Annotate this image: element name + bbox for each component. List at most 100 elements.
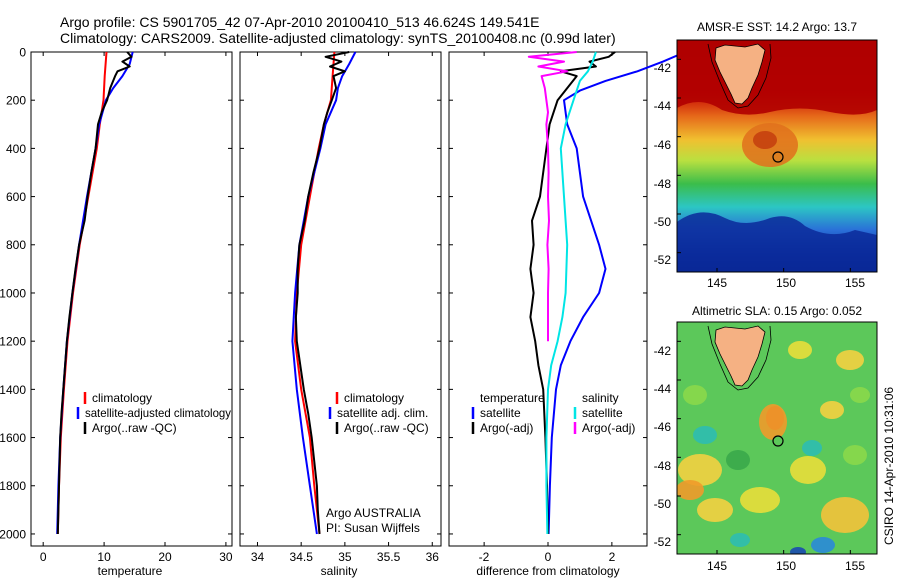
temperature-legend: climatology satellite-adjusted climatolo… — [76, 391, 231, 435]
sla-anomaly-blob — [802, 440, 822, 456]
y-tick-label: -42 — [654, 344, 672, 358]
y-tick-label: -52 — [654, 253, 672, 267]
series-line-temperature-argo-adj — [529, 51, 616, 535]
sla-anomaly-blob — [820, 401, 844, 419]
x-tick-label: 10 — [97, 550, 111, 564]
series-line-argo-raw-qc — [56, 51, 133, 535]
x-tick-label: 155 — [845, 276, 865, 290]
legend-label-satellite-adj: satellite adj. clim. — [337, 406, 428, 420]
temperature-plot — [31, 51, 232, 546]
sla-anomaly-blob — [759, 404, 787, 440]
difference-x-axis-label: difference from climatology — [476, 564, 619, 578]
salinity-axes-box — [239, 51, 442, 547]
y-tick-label: -48 — [654, 459, 672, 473]
x-tick-label: 155 — [845, 559, 865, 573]
sla-anomaly-blob — [740, 487, 780, 513]
figure-title-line-1: Argo profile: CS 5901705_42 07-Apr-2010 … — [60, 14, 540, 30]
difference-plot — [449, 51, 686, 546]
x-tick-label: 20 — [158, 550, 172, 564]
series-line-temperature-satellite — [547, 51, 686, 535]
sst-warm-core — [753, 131, 777, 149]
argo-program-annotation: Argo AUSTRALIA — [326, 506, 421, 520]
principal-investigator-annotation: PI: Susan Wijffels — [326, 521, 420, 535]
y-tick-label: 0 — [19, 45, 26, 59]
sst-profile-marker — [772, 151, 784, 163]
sst-map-ticks — [677, 58, 851, 272]
y-tick-label: 400 — [6, 142, 26, 156]
x-tick-label: 34 — [251, 550, 265, 564]
legend-label-temperature-satellite: satellite — [480, 406, 521, 420]
legend-label-temperature-argo: Argo(-adj) — [480, 421, 533, 435]
legend-label-salinity-argo: Argo(-adj) — [582, 421, 635, 435]
sla-anomaly-blob — [790, 547, 806, 554]
sla-anomaly-blob — [788, 341, 812, 359]
sla-tasmania-land — [714, 325, 766, 387]
sla-anomaly-blob — [730, 533, 750, 547]
figure-title-line-2: Climatology: CARS2009. Satellite-adjuste… — [60, 30, 616, 46]
x-tick-label: 145 — [707, 559, 727, 573]
salinity-plot — [240, 51, 441, 546]
temperature-panel: 0 10 20 30 0 200 400 600 800 1000 1200 1… — [0, 45, 233, 578]
y-tick-label: 600 — [6, 190, 26, 204]
sla-anomaly-blob — [811, 537, 835, 553]
salinity-x-axis-label: salinity — [321, 564, 358, 578]
y-tick-label: 1000 — [0, 286, 26, 300]
legend-label-argo: Argo(..raw -QC) — [344, 421, 429, 435]
y-tick-label: 1800 — [0, 479, 26, 493]
y-tick-label: -42 — [654, 61, 672, 75]
sla-y-tick-labels: -42 -44 -46 -48 -50 -52 — [654, 344, 672, 549]
y-tick-label: 1200 — [0, 335, 26, 349]
x-tick-label: 34.5 — [290, 550, 314, 564]
sla-anomaly-blobs — [677, 341, 870, 554]
x-tick-label: 35.5 — [377, 550, 401, 564]
sla-map-field — [677, 322, 877, 554]
y-tick-label: -46 — [654, 420, 672, 434]
sst-shelf-contour — [707, 43, 772, 109]
x-tick-label: 0 — [40, 550, 47, 564]
legend-label-satellite-adjusted: satellite-adjusted climatology — [85, 406, 231, 420]
salinity-x-tick-labels: 34 34.5 35 35.5 36 — [251, 550, 439, 564]
y-tick-label: 200 — [6, 94, 26, 108]
csiro-timestamp-label: CSIRO 14-Apr-2010 10:31:06 — [882, 387, 896, 545]
sst-y-tick-labels: -42 -44 -46 -48 -50 -52 — [654, 61, 672, 267]
sla-map-title: Altimetric SLA: 0.15 Argo: 0.052 — [692, 304, 862, 318]
legend-heading-temperature: temperature — [480, 391, 545, 405]
sla-anomaly-blob — [790, 456, 826, 484]
sst-map-frame — [676, 39, 878, 273]
x-tick-label: 0 — [545, 550, 552, 564]
difference-panel: -2 0 2 difference from climatology tempe… — [448, 51, 686, 578]
y-tick-label: -48 — [654, 177, 672, 191]
depth-axis-tick-labels: 0 200 400 600 800 1000 1200 1400 1600 18… — [0, 45, 26, 541]
y-tick-label: -50 — [654, 215, 672, 229]
y-tick-label: -46 — [654, 138, 672, 152]
salinity-legend: climatology satellite adj. clim. Argo(..… — [328, 391, 429, 435]
sla-anomaly-blob — [726, 450, 750, 470]
sla-anomaly-blob — [697, 498, 733, 522]
temperature-x-axis-label: temperature — [98, 564, 163, 578]
sla-anomaly-blob — [683, 385, 707, 405]
legend-label-argo: Argo(..raw -QC) — [92, 421, 177, 435]
sst-tasmania-land — [714, 43, 766, 105]
legend-label-climatology: climatology — [92, 391, 152, 405]
sst-map-panel: AMSR-E SST: 14.2 Argo: 13.7 -42 -44 -46 … — [654, 20, 878, 290]
x-tick-label: 145 — [707, 276, 727, 290]
series-line-salinity-satellite — [545, 51, 597, 535]
sla-map-panel: Altimetric SLA: 0.15 Argo: 0.052 -42 -44… — [654, 304, 878, 573]
sst-map-field — [677, 40, 877, 272]
x-tick-label: 150 — [776, 559, 796, 573]
sla-anomaly-blob — [678, 454, 722, 486]
legend-label-climatology: climatology — [344, 391, 404, 405]
difference-legend: temperature satellite Argo(-adj) salinit… — [471, 391, 635, 435]
sla-map-ticks — [677, 340, 851, 554]
sla-anomaly-blob — [836, 350, 864, 370]
sla-anomaly-blob — [843, 445, 867, 465]
x-tick-label: 30 — [219, 550, 233, 564]
x-tick-label: 2 — [609, 550, 616, 564]
temperature-axes-box — [30, 51, 233, 547]
sla-anomaly-blob — [677, 480, 704, 500]
y-tick-label: -44 — [654, 99, 672, 113]
sla-x-tick-labels: 145 150 155 — [707, 559, 865, 573]
salinity-panel: 34 34.5 35 35.5 36 salinity climatology … — [239, 51, 442, 578]
y-tick-label: 1400 — [0, 383, 26, 397]
sst-map-title: AMSR-E SST: 14.2 Argo: 13.7 — [697, 20, 857, 34]
